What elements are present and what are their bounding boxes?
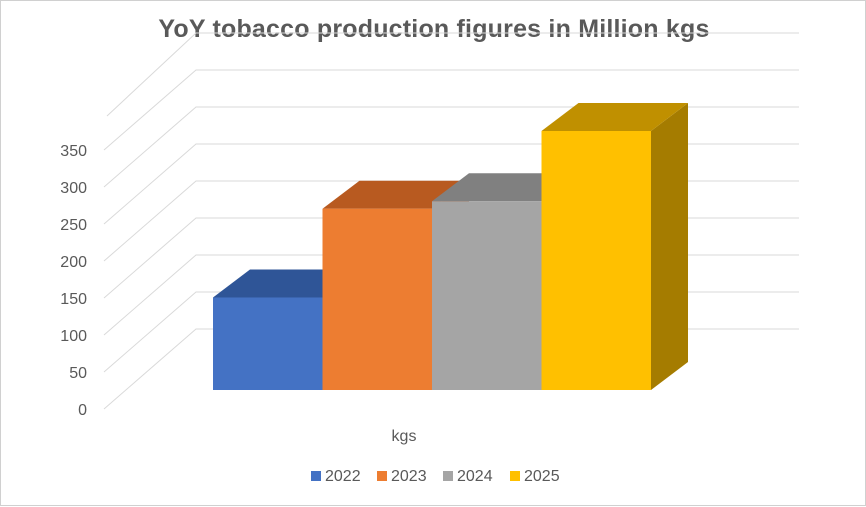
- legend-swatch-2025: [510, 471, 520, 481]
- x-category-label: kgs: [392, 428, 417, 445]
- bar-2023: [322, 208, 432, 390]
- y-tick-label: 300: [60, 180, 87, 197]
- legend-swatch-2023: [377, 471, 387, 481]
- chart-title: YoY tobacco production figures in Millio…: [158, 15, 710, 43]
- y-tick-label: 100: [60, 328, 87, 345]
- gridline: [103, 106, 799, 188]
- legend-label-2024: 2024: [457, 468, 493, 485]
- legend-swatch-2022: [311, 471, 321, 481]
- bar-2025: [541, 131, 651, 390]
- legend-label-2022: 2022: [325, 468, 361, 485]
- legend-label-2025: 2025: [524, 468, 560, 485]
- bar-2024: [432, 201, 542, 390]
- y-tick-label: 150: [60, 291, 87, 308]
- y-tick-label: 50: [69, 365, 87, 382]
- y-tick-label: 200: [60, 254, 87, 271]
- gridline: [103, 69, 799, 151]
- legend-swatch-2024: [443, 471, 453, 481]
- bar-side: [651, 103, 688, 390]
- bar-2022: [213, 297, 323, 390]
- bar-top: [541, 103, 688, 131]
- gridline: [106, 32, 799, 117]
- y-tick-label: 0: [78, 402, 87, 419]
- y-tick-label: 350: [60, 143, 87, 160]
- legend-label-2023: 2023: [391, 468, 427, 485]
- y-tick-label: 250: [60, 217, 87, 234]
